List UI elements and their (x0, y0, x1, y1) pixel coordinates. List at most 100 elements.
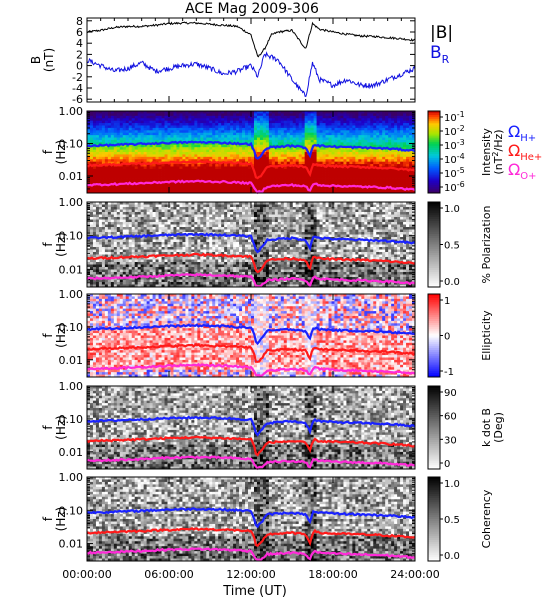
spectrogram-cell (135, 265, 138, 268)
spectrogram-cell (355, 140, 358, 143)
spectrogram-cell (108, 232, 111, 235)
spectrogram-cell (227, 125, 230, 128)
spectrogram-cell (334, 138, 337, 141)
spectrogram-cell (153, 270, 156, 273)
spectrogram-cell (123, 116, 126, 119)
spectrogram-cell (93, 157, 96, 160)
spectrogram-cell (329, 157, 332, 160)
spectrogram-cell (385, 128, 388, 131)
spectrogram-cell (296, 147, 299, 150)
spectrogram-cell (337, 125, 340, 128)
spectrogram-cell (278, 174, 281, 177)
spectrogram-cell (326, 123, 329, 126)
spectrogram-cell (200, 135, 203, 138)
spectrogram-cell (123, 118, 126, 121)
spectrogram-cell (194, 133, 197, 136)
spectrogram-cell (188, 186, 191, 189)
spectrogram-cell (239, 188, 242, 191)
spectrogram-cell (147, 152, 150, 155)
spectrogram-cell (153, 247, 156, 250)
spectrogram-cell (233, 154, 236, 157)
spectrogram-cell (221, 135, 224, 138)
spectrogram-cell (251, 176, 254, 179)
spectrogram-cell (185, 118, 188, 121)
spectrogram-cell (90, 232, 93, 235)
spectrogram-cell (153, 133, 156, 136)
spectrogram-cell (93, 150, 96, 153)
spectrogram-cell (266, 179, 269, 182)
spectrogram-cell (379, 140, 382, 143)
spectrogram-cell (194, 125, 197, 128)
spectrogram-cell (287, 133, 290, 136)
spectrogram-cell (120, 121, 123, 124)
spectrogram-cell (391, 128, 394, 131)
spectrogram-cell (123, 128, 126, 131)
spectrogram-cell (194, 116, 197, 119)
spectrogram-cell (123, 154, 126, 157)
spectrogram-cell (394, 174, 397, 177)
spectrogram-cell (218, 128, 221, 131)
spectrogram-cell (242, 145, 245, 148)
spectrogram-cell (138, 123, 141, 126)
spectrogram-cell (227, 174, 230, 177)
spectrogram-cell (373, 174, 376, 177)
spectrogram-cell (123, 282, 126, 285)
spectrogram-cell (105, 210, 108, 213)
spectrogram-cell (165, 230, 168, 233)
spectrogram-cell (162, 154, 165, 157)
spectrogram-cell (200, 145, 203, 148)
spectrogram-cell (168, 154, 171, 157)
spectrogram-cell (379, 171, 382, 174)
spectrogram-cell (248, 154, 251, 157)
spectrogram-cell (144, 270, 147, 273)
spectrogram-cell (382, 140, 385, 143)
spectrogram-cell (332, 125, 335, 128)
spectrogram-cell (194, 186, 197, 189)
spectrogram-cell (147, 166, 150, 169)
spectrogram-cell (114, 171, 117, 174)
spectrogram-cell (191, 135, 194, 138)
spectrogram-cell (308, 142, 311, 145)
spectrogram-cell (215, 166, 218, 169)
spectrogram-cell (284, 140, 287, 143)
spectrogram-cell (221, 183, 224, 186)
spectrogram-cell (150, 257, 153, 260)
spectrogram-cell (236, 128, 239, 131)
spectrogram-cell (373, 181, 376, 184)
spectrogram-cell (388, 183, 391, 186)
spectrogram-cell (346, 176, 349, 179)
spectrogram-cell (165, 188, 168, 191)
spectrogram-cell (269, 171, 272, 174)
spectrogram-cell (191, 164, 194, 167)
spectrogram-cell (254, 123, 257, 126)
spectrogram-cell (382, 174, 385, 177)
spectrogram-cell (159, 230, 162, 233)
spectrogram-cell (129, 207, 132, 210)
spectrogram-cell (317, 130, 320, 133)
spectrogram-cell (168, 128, 171, 131)
spectrogram-cell (314, 159, 317, 162)
spectrogram-cell (170, 260, 173, 263)
spectrogram-cell (203, 116, 206, 119)
spectrogram-cell (355, 162, 358, 165)
spectrogram-cell (212, 135, 215, 138)
spectrogram-cell (141, 113, 144, 116)
spectrogram-cell (165, 125, 168, 128)
spectrogram-cell (287, 152, 290, 155)
spectrogram-cell (120, 171, 123, 174)
spectrogram-cell (111, 250, 114, 253)
spectrogram-cell (108, 242, 111, 245)
spectrogram-cell (87, 222, 90, 225)
spectrogram-cell (376, 125, 379, 128)
spectrogram-cell (102, 150, 105, 153)
spectrogram-cell (269, 179, 272, 182)
spectrogram-cell (126, 212, 129, 215)
spectrogram-cell (203, 186, 206, 189)
spectrogram-cell (320, 179, 323, 182)
spectrogram-cell (242, 154, 245, 157)
spectrogram-cell (248, 121, 251, 124)
spectrogram-cell (257, 135, 260, 138)
spectrogram-cell (135, 118, 138, 121)
spectrogram-cell (165, 171, 168, 174)
spectrogram-cell (340, 130, 343, 133)
